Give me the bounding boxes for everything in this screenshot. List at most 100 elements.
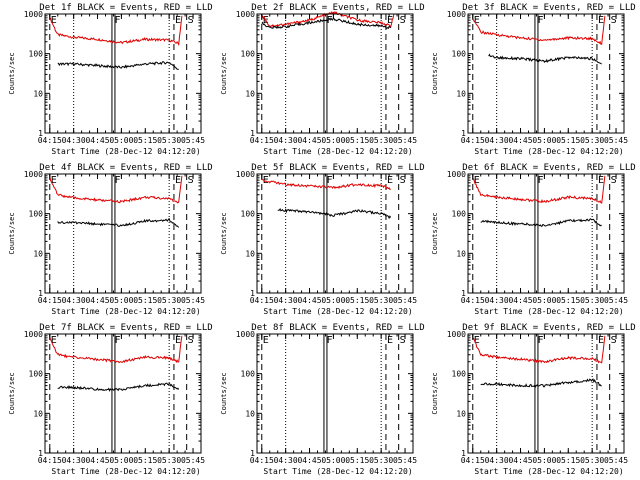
x-tick-label: 05:30	[580, 136, 604, 145]
x-axis-label: Start Time (28-Dec-12 04:12:20)	[51, 147, 200, 156]
x-tick-label: 05:45	[604, 296, 628, 305]
x-tick-label: 04:45	[85, 136, 109, 145]
marker-label: F	[326, 175, 332, 186]
events-series-line	[261, 16, 392, 30]
marker-label: S	[611, 335, 617, 346]
x-tick-label: 05:30	[580, 296, 604, 305]
x-tick-label: 04:15	[250, 296, 274, 305]
x-tick-label: 04:30	[62, 456, 86, 465]
y-tick-label: 1	[461, 129, 466, 138]
y-tick-label: 1	[250, 289, 255, 298]
x-tick-label: 04:30	[62, 136, 86, 145]
y-tick-label: 100	[241, 370, 256, 379]
marker-label: S	[400, 335, 406, 346]
marker-label: S	[400, 15, 406, 26]
plot-frame	[256, 173, 414, 294]
plot-frame	[256, 13, 414, 134]
chart-title: Det 8f BLACK = Events, RED = LLD	[251, 323, 424, 333]
x-tick-label: 04:15	[38, 136, 62, 145]
x-tick-label: 04:30	[274, 136, 298, 145]
x-tick-label: 04:15	[38, 296, 62, 305]
marker-label: F	[537, 15, 543, 26]
lld-series-line	[261, 179, 391, 191]
marker-label: F	[114, 335, 120, 346]
x-tick-label: 04:15	[250, 456, 274, 465]
y-tick-label: 1	[461, 289, 466, 298]
y-tick-label: 1000	[447, 330, 466, 339]
y-tick-label: 10	[456, 89, 466, 98]
x-axis-label: Start Time (28-Dec-12 04:12:20)	[474, 467, 623, 476]
chart-panel-9: Det 9f BLACK = Events, RED = LLD Counts/s…	[431, 323, 636, 476]
y-tick-label: 1000	[236, 170, 255, 179]
marker-label: S	[611, 15, 617, 26]
marker-label: E	[175, 175, 181, 186]
chart-panel-7: Det 7f BLACK = Events, RED = LLD Counts/s…	[8, 323, 213, 476]
plot-frame	[467, 173, 625, 294]
x-tick-label: 04:15	[461, 296, 485, 305]
y-tick-label: 10	[245, 409, 255, 418]
x-tick-label: 05:15	[556, 456, 580, 465]
y-tick-label: 100	[29, 50, 44, 59]
marker-label: E	[51, 335, 57, 346]
chart-panel-8: Det 8f BLACK = Events, RED = LLD Counts/s…	[220, 323, 425, 476]
x-tick-label: 05:15	[345, 456, 369, 465]
x-tick-label: 05:45	[393, 456, 417, 465]
x-tick-label: 05:45	[181, 296, 205, 305]
lld-series-line	[49, 175, 183, 204]
y-tick-label: 1	[461, 449, 466, 458]
plot-frame	[467, 13, 625, 134]
y-tick-label: 100	[452, 50, 467, 59]
x-tick-label: 04:45	[297, 456, 321, 465]
marker-label: S	[611, 175, 617, 186]
marker-label: E	[474, 335, 480, 346]
y-tick-label: 10	[456, 409, 466, 418]
lld-series-line	[472, 15, 606, 45]
y-tick-label: 1000	[236, 330, 255, 339]
x-tick-label: 05:00	[321, 296, 345, 305]
x-tick-label: 05:45	[393, 136, 417, 145]
y-tick-label: 1	[250, 129, 255, 138]
x-tick-label: 04:45	[508, 136, 532, 145]
marker-label: F	[537, 335, 543, 346]
plot-frame	[467, 333, 625, 454]
chart-title: Det 4f BLACK = Events, RED = LLD	[39, 163, 212, 173]
x-tick-label: 05:45	[604, 136, 628, 145]
lld-series-line	[261, 10, 395, 29]
y-axis-label: Counts/sec	[8, 212, 16, 254]
y-axis-label: Counts/sec	[431, 52, 439, 94]
x-tick-label: 04:45	[85, 456, 109, 465]
marker-label: E	[175, 335, 181, 346]
marker-label: E	[387, 15, 393, 26]
x-tick-label: 05:30	[157, 296, 181, 305]
x-axis-label: Start Time (28-Dec-12 04:12:20)	[263, 307, 412, 316]
marker-label: S	[188, 15, 194, 26]
y-tick-label: 10	[456, 249, 466, 258]
x-tick-label: 04:15	[461, 136, 485, 145]
y-axis-label: Counts/sec	[8, 52, 16, 94]
y-tick-label: 1000	[236, 10, 255, 19]
x-tick-label: 05:45	[181, 136, 205, 145]
chart-panel-4: Det 4f BLACK = Events, RED = LLD Counts/s…	[8, 163, 213, 316]
x-tick-label: 05:15	[345, 296, 369, 305]
marker-label: S	[188, 175, 194, 186]
marker-label: E	[51, 15, 57, 26]
marker-label: E	[598, 15, 604, 26]
x-tick-label: 05:45	[181, 456, 205, 465]
x-tick-label: 05:15	[345, 136, 369, 145]
chart-panel-3: Det 3f BLACK = Events, RED = LLD Counts/s…	[431, 3, 636, 156]
plot-frame	[44, 13, 202, 134]
x-tick-label: 05:00	[321, 456, 345, 465]
x-tick-label: 04:30	[274, 456, 298, 465]
y-tick-label: 1	[38, 449, 43, 458]
x-tick-label: 05:30	[369, 136, 393, 145]
marker-label: E	[263, 335, 269, 346]
y-tick-label: 10	[33, 89, 43, 98]
x-tick-label: 05:00	[532, 456, 556, 465]
y-axis-label: Counts/sec	[220, 372, 228, 414]
marker-label: F	[326, 335, 332, 346]
x-axis-label: Start Time (28-Dec-12 04:12:20)	[474, 147, 623, 156]
x-tick-label: 04:45	[297, 296, 321, 305]
marker-label: F	[537, 175, 543, 186]
chart-panel-5: Det 5f BLACK = Events, RED = LLD Counts/s…	[220, 163, 425, 316]
chart-title: Det 1f BLACK = Events, RED = LLD	[39, 3, 212, 13]
